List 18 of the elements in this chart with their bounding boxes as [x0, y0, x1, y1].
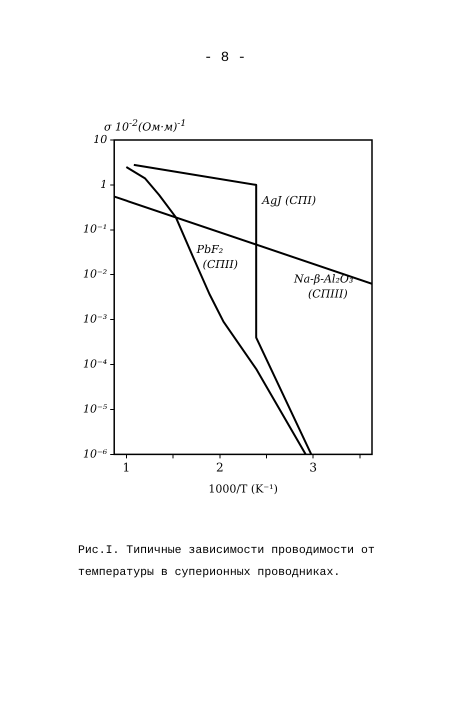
- series-label: Na-β-Al₂O₃ (СПIII): [293, 272, 354, 301]
- y-axis-title: σ 10$^{-2}$(Ом·м)$^{-1}$: [104, 118, 186, 134]
- y-tick-label: 10⁻⁵: [82, 402, 108, 416]
- y-tick-label: 10: [93, 132, 108, 146]
- x-tick-label: 3: [309, 460, 317, 475]
- x-tick-label: 2: [216, 460, 224, 475]
- x-axis-title: 1000/T (K⁻¹): [208, 482, 278, 496]
- text: Рис.I. Типичные зависимости проводимости от температуры в суперионных проводниках.: [78, 543, 376, 581]
- y-tick-label: 1: [100, 178, 108, 191]
- text: - 8 -: [202, 50, 247, 66]
- y-tick-label: 10⁻⁶: [82, 447, 108, 460]
- y-tick-label: 10⁻³: [82, 312, 108, 326]
- y-tick-label: 10⁻⁴: [82, 357, 108, 370]
- y-tick-label: 10⁻¹: [82, 222, 108, 236]
- y-tick-label: 10⁻²: [82, 268, 108, 281]
- series-label: PbF₂ (СПII): [196, 242, 238, 271]
- x-tick-label: 1: [122, 460, 130, 475]
- series-label: AgJ (СПI): [261, 194, 316, 207]
